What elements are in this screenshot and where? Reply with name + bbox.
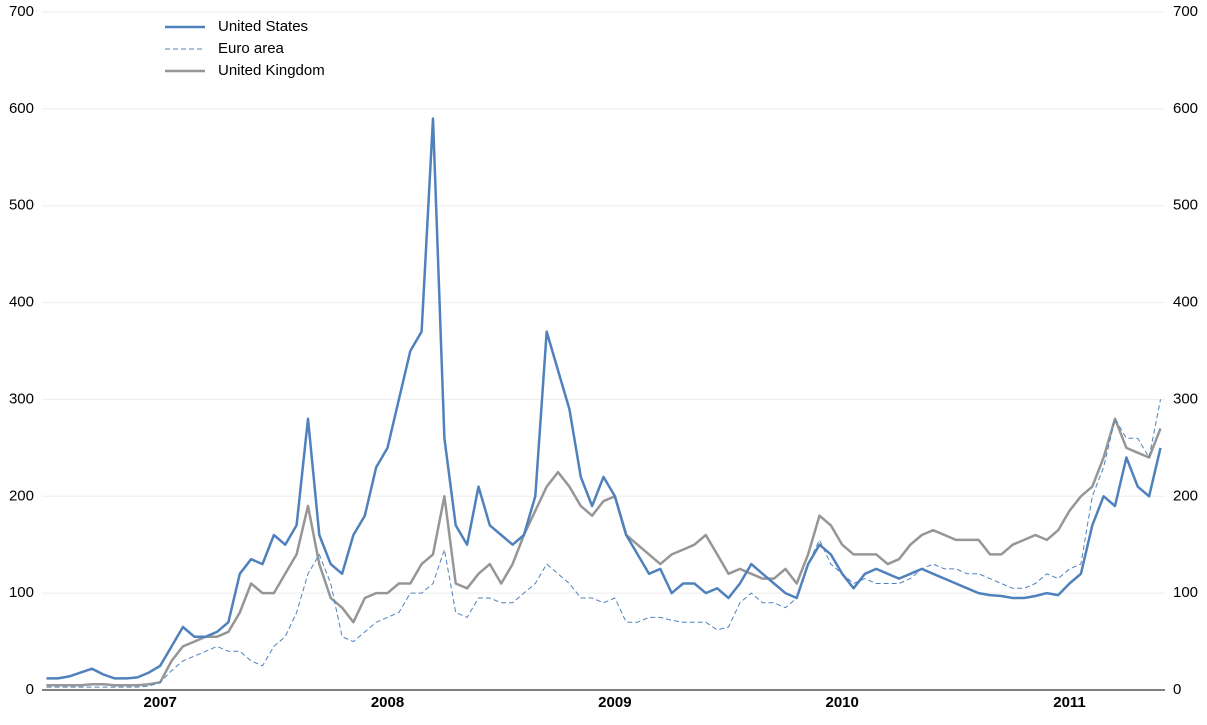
x-tick-label: 2011: [1053, 694, 1086, 711]
legend-label: Euro area: [218, 40, 285, 57]
x-tick-label: 2010: [826, 694, 859, 711]
legend-label: United States: [218, 18, 308, 35]
y2-tick-label: 600: [1173, 100, 1198, 117]
x-tick-label: 2009: [598, 694, 631, 711]
y-tick-label: 500: [9, 197, 34, 214]
y-tick-label: 100: [9, 584, 34, 601]
y-tick-label: 0: [26, 681, 34, 698]
y-tick-label: 300: [9, 390, 34, 407]
line-series: [46, 399, 1161, 688]
x-tick-label: 2008: [371, 694, 404, 711]
y2-tick-label: 0: [1173, 681, 1181, 698]
line-series: [46, 417, 1162, 687]
line-series: [46, 117, 1162, 680]
y-tick-label: 200: [9, 487, 34, 504]
y-tick-label: 600: [9, 100, 34, 117]
y2-tick-label: 200: [1173, 487, 1198, 504]
y2-tick-label: 400: [1173, 294, 1198, 311]
y2-tick-label: 700: [1173, 3, 1198, 20]
x-tick-label: 2007: [144, 694, 177, 711]
y2-tick-label: 300: [1173, 390, 1198, 407]
y-tick-label: 400: [9, 294, 34, 311]
y-tick-label: 700: [9, 3, 34, 20]
legend-label: United Kingdom: [218, 62, 325, 79]
y2-tick-label: 500: [1173, 197, 1198, 214]
y2-tick-label: 100: [1173, 584, 1198, 601]
